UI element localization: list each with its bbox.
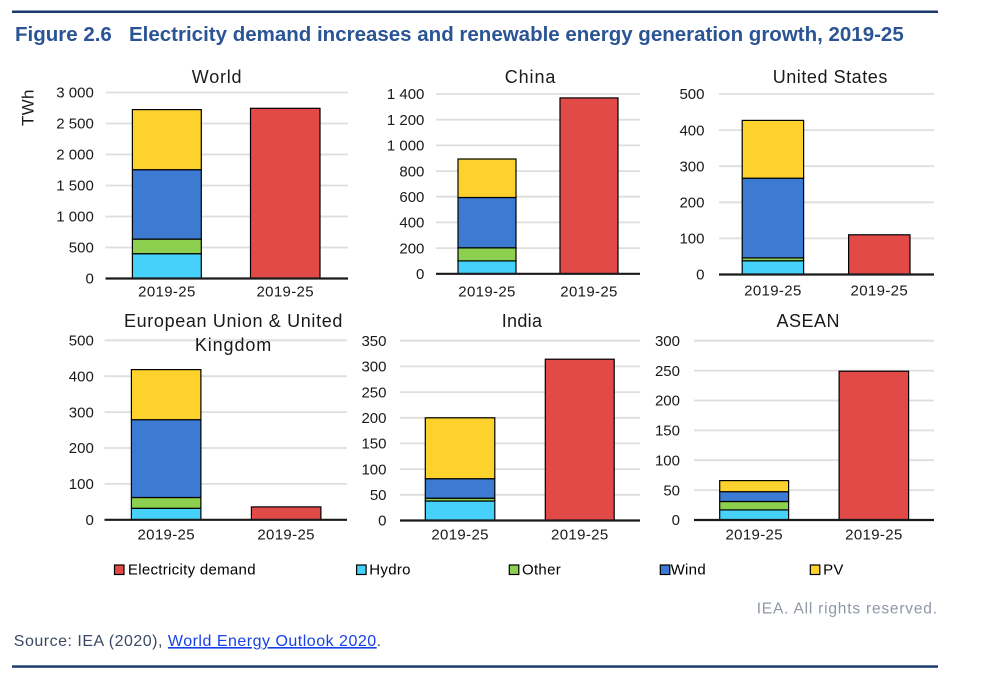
svg-text:1 200: 1 200 [387, 112, 425, 129]
svg-text:500: 500 [69, 333, 94, 350]
svg-text:0: 0 [416, 266, 424, 283]
svg-text:600: 600 [399, 189, 424, 206]
svg-text:2 500: 2 500 [56, 116, 94, 133]
svg-text:300: 300 [69, 404, 94, 421]
svg-text:Wind: Wind [671, 562, 706, 579]
svg-text:150: 150 [361, 436, 386, 453]
svg-text:0: 0 [378, 513, 386, 530]
svg-text:2019-25: 2019-25 [256, 284, 314, 301]
svg-text:India: India [502, 311, 543, 331]
svg-text:2 000: 2 000 [56, 147, 94, 164]
svg-text:400: 400 [399, 215, 424, 232]
svg-text:2019-25: 2019-25 [560, 284, 618, 301]
svg-text:250: 250 [655, 363, 680, 380]
svg-text:2019-25: 2019-25 [137, 527, 195, 544]
svg-text:2019-25: 2019-25 [431, 527, 489, 544]
svg-text:United States: United States [773, 67, 888, 87]
svg-text:200: 200 [399, 240, 424, 257]
svg-text:400: 400 [679, 122, 704, 139]
svg-text:200: 200 [69, 440, 94, 457]
svg-text:Source: IEA (2020), World Ener: Source: IEA (2020), World Energy Outlook… [14, 633, 382, 650]
svg-text:200: 200 [679, 195, 704, 212]
svg-text:1 000: 1 000 [387, 138, 425, 155]
svg-text:ASEAN: ASEAN [777, 311, 841, 331]
svg-text:1 400: 1 400 [387, 86, 425, 103]
svg-text:150: 150 [655, 423, 680, 440]
svg-text:Electricity demand: Electricity demand [128, 562, 256, 579]
svg-text:0: 0 [696, 267, 704, 284]
svg-text:100: 100 [361, 461, 386, 478]
svg-text:2019-25: 2019-25 [458, 284, 516, 301]
svg-text:2019-25: 2019-25 [551, 527, 609, 544]
svg-text:50: 50 [370, 487, 387, 504]
svg-text:100: 100 [69, 476, 94, 493]
svg-text:2019-25: 2019-25 [138, 284, 196, 301]
svg-text:Other: Other [522, 562, 561, 579]
svg-text:China: China [505, 67, 557, 87]
svg-text:European Union & United: European Union & United [124, 311, 343, 331]
svg-text:300: 300 [679, 158, 704, 175]
svg-text:0: 0 [85, 512, 93, 529]
svg-text:1 500: 1 500 [56, 178, 94, 195]
svg-text:200: 200 [655, 393, 680, 410]
svg-text:World: World [192, 67, 242, 87]
svg-text:100: 100 [679, 231, 704, 248]
svg-text:250: 250 [361, 384, 386, 401]
svg-text:IEA. All rights reserved.: IEA. All rights reserved. [757, 601, 938, 618]
svg-text:500: 500 [679, 86, 704, 103]
svg-text:3 000: 3 000 [56, 85, 94, 102]
svg-text:0: 0 [672, 512, 680, 529]
svg-text:400: 400 [69, 368, 94, 385]
svg-text:350: 350 [361, 333, 386, 350]
svg-text:TWh: TWh [19, 89, 38, 126]
svg-text:2019-25: 2019-25 [257, 527, 315, 544]
svg-text:300: 300 [655, 333, 680, 350]
svg-text:1 000: 1 000 [56, 209, 94, 226]
svg-text:Hydro: Hydro [369, 562, 411, 579]
svg-text:2019-25: 2019-25 [725, 527, 783, 544]
svg-text:100: 100 [655, 452, 680, 469]
svg-text:500: 500 [69, 240, 94, 257]
svg-text:200: 200 [361, 410, 386, 427]
svg-text:800: 800 [399, 163, 424, 180]
svg-text:2019-25: 2019-25 [851, 283, 909, 300]
svg-text:2019-25: 2019-25 [744, 283, 802, 300]
svg-text:Figure 2.6: Figure 2.6 [15, 23, 112, 46]
svg-text:2019-25: 2019-25 [845, 527, 903, 544]
svg-text:0: 0 [85, 271, 93, 288]
svg-text:Kingdom: Kingdom [195, 335, 272, 355]
svg-text:50: 50 [663, 482, 680, 499]
svg-text:PV: PV [823, 562, 844, 579]
svg-text:Electricity demand increases a: Electricity demand increases and renewab… [129, 23, 904, 46]
svg-text:300: 300 [361, 359, 386, 376]
